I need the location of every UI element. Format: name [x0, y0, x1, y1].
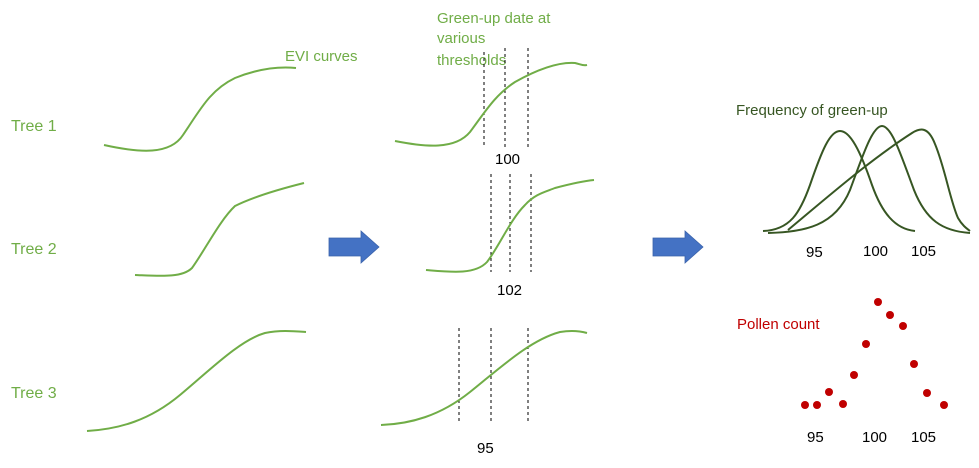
evi-curves-label: EVI curves: [285, 48, 358, 65]
pollen-point: [839, 400, 847, 408]
pollen-axis-tick: 100: [862, 429, 887, 446]
tree-1-threshold-lines: [483, 48, 529, 147]
greenup-label-line-2: various: [437, 30, 485, 47]
right-arrow-icon: [328, 230, 380, 264]
pollen-label: Pollen count: [737, 316, 820, 333]
frequency-curves: [762, 124, 971, 234]
pollen-axis-tick: 95: [807, 429, 824, 446]
tree-3-evi-curve: [86, 330, 307, 432]
tree-1-evi-curve-thresholded: [394, 61, 588, 147]
tree-1-evi-curve: [103, 66, 297, 152]
pollen-point: [923, 389, 931, 397]
right-arrow-icon: [652, 230, 704, 264]
tree-3-greenup-value: 95: [477, 440, 494, 457]
frequency-axis-tick: 105: [911, 243, 936, 260]
pollen-point: [825, 388, 833, 396]
frequency-curve-right: [787, 128, 971, 232]
pollen-points: [801, 298, 948, 409]
pollen-point: [801, 401, 809, 409]
greenup-label-line-3: thresholds: [437, 52, 506, 69]
pollen-point: [850, 371, 858, 379]
frequency-axis-tick: 95: [806, 244, 823, 261]
pollen-point: [910, 360, 918, 368]
tree-1-greenup-value: 100: [495, 151, 520, 168]
tree-2-greenup-value: 102: [497, 282, 522, 299]
frequency-curve-left: [762, 129, 916, 232]
frequency-curve-middle: [767, 124, 971, 234]
pollen-point: [862, 340, 870, 348]
tree-3-label: Tree 3: [11, 385, 57, 402]
greenup-label-line-1: Green-up date at: [437, 10, 551, 27]
tree-3-threshold-lines: [458, 328, 529, 424]
tree-2-evi-curve-thresholded: [425, 179, 595, 273]
tree-2-label: Tree 2: [11, 241, 57, 258]
tree-3-evi-curve-thresholded: [380, 329, 588, 426]
pollen-point: [899, 322, 907, 330]
pollen-axis-tick: 105: [911, 429, 936, 446]
pollen-point: [886, 311, 894, 319]
frequency-axis-tick: 100: [863, 243, 888, 260]
pollen-point: [813, 401, 821, 409]
tree-2-evi-curve: [134, 182, 305, 277]
tree-2-threshold-lines: [490, 174, 532, 272]
frequency-label: Frequency of green-up: [736, 102, 888, 119]
pollen-point: [940, 401, 948, 409]
tree-1-label: Tree 1: [11, 118, 57, 135]
pollen-point: [874, 298, 882, 306]
